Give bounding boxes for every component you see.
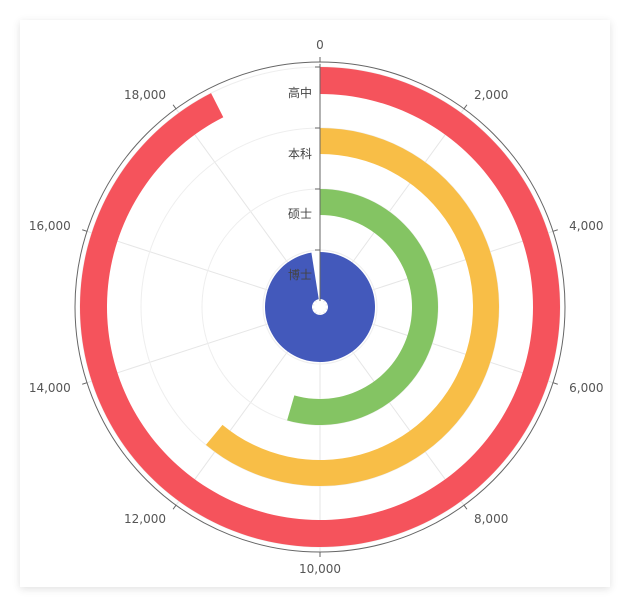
angle-tick-label: 0 bbox=[316, 38, 324, 52]
angle-tick-label: 2,000 bbox=[474, 88, 508, 102]
radius-label: 硕士 bbox=[288, 207, 312, 221]
angle-tick bbox=[82, 382, 88, 385]
bar-2[interactable] bbox=[205, 128, 500, 486]
angle-tick bbox=[172, 504, 177, 510]
radius-label: 高中 bbox=[288, 85, 312, 100]
angle-tick bbox=[463, 504, 468, 510]
angle-tick bbox=[172, 104, 177, 110]
chart-card bbox=[20, 20, 610, 587]
axis-layer bbox=[74, 57, 566, 557]
angle-tick-label: 14,000 bbox=[29, 381, 71, 395]
angle-tick bbox=[463, 104, 468, 110]
radius-label: 博士 bbox=[288, 267, 312, 282]
label-layer: 0 2,000 4,000 6,000 8,000 10,000 12,000 14,000 1… bbox=[29, 38, 604, 576]
bar-4[interactable] bbox=[264, 252, 375, 362]
angle-tick-label: 16,000 bbox=[29, 219, 71, 233]
angle-tick bbox=[82, 229, 88, 232]
center-hub bbox=[314, 301, 326, 313]
angle-tick-label: 4,000 bbox=[569, 219, 603, 233]
angle-tick-label: 18,000 bbox=[124, 88, 166, 102]
angle-tick-label: 8,000 bbox=[474, 512, 508, 526]
angle-tick-label: 10,000 bbox=[299, 562, 341, 576]
angle-tick-label: 6,000 bbox=[569, 381, 603, 395]
angle-tick bbox=[552, 229, 558, 232]
bar-layer bbox=[79, 67, 560, 547]
angle-tick bbox=[552, 382, 558, 385]
radius-label: 本科 bbox=[288, 147, 312, 161]
bar-3[interactable] bbox=[287, 189, 438, 426]
angle-tick-label: 12,000 bbox=[124, 512, 166, 526]
